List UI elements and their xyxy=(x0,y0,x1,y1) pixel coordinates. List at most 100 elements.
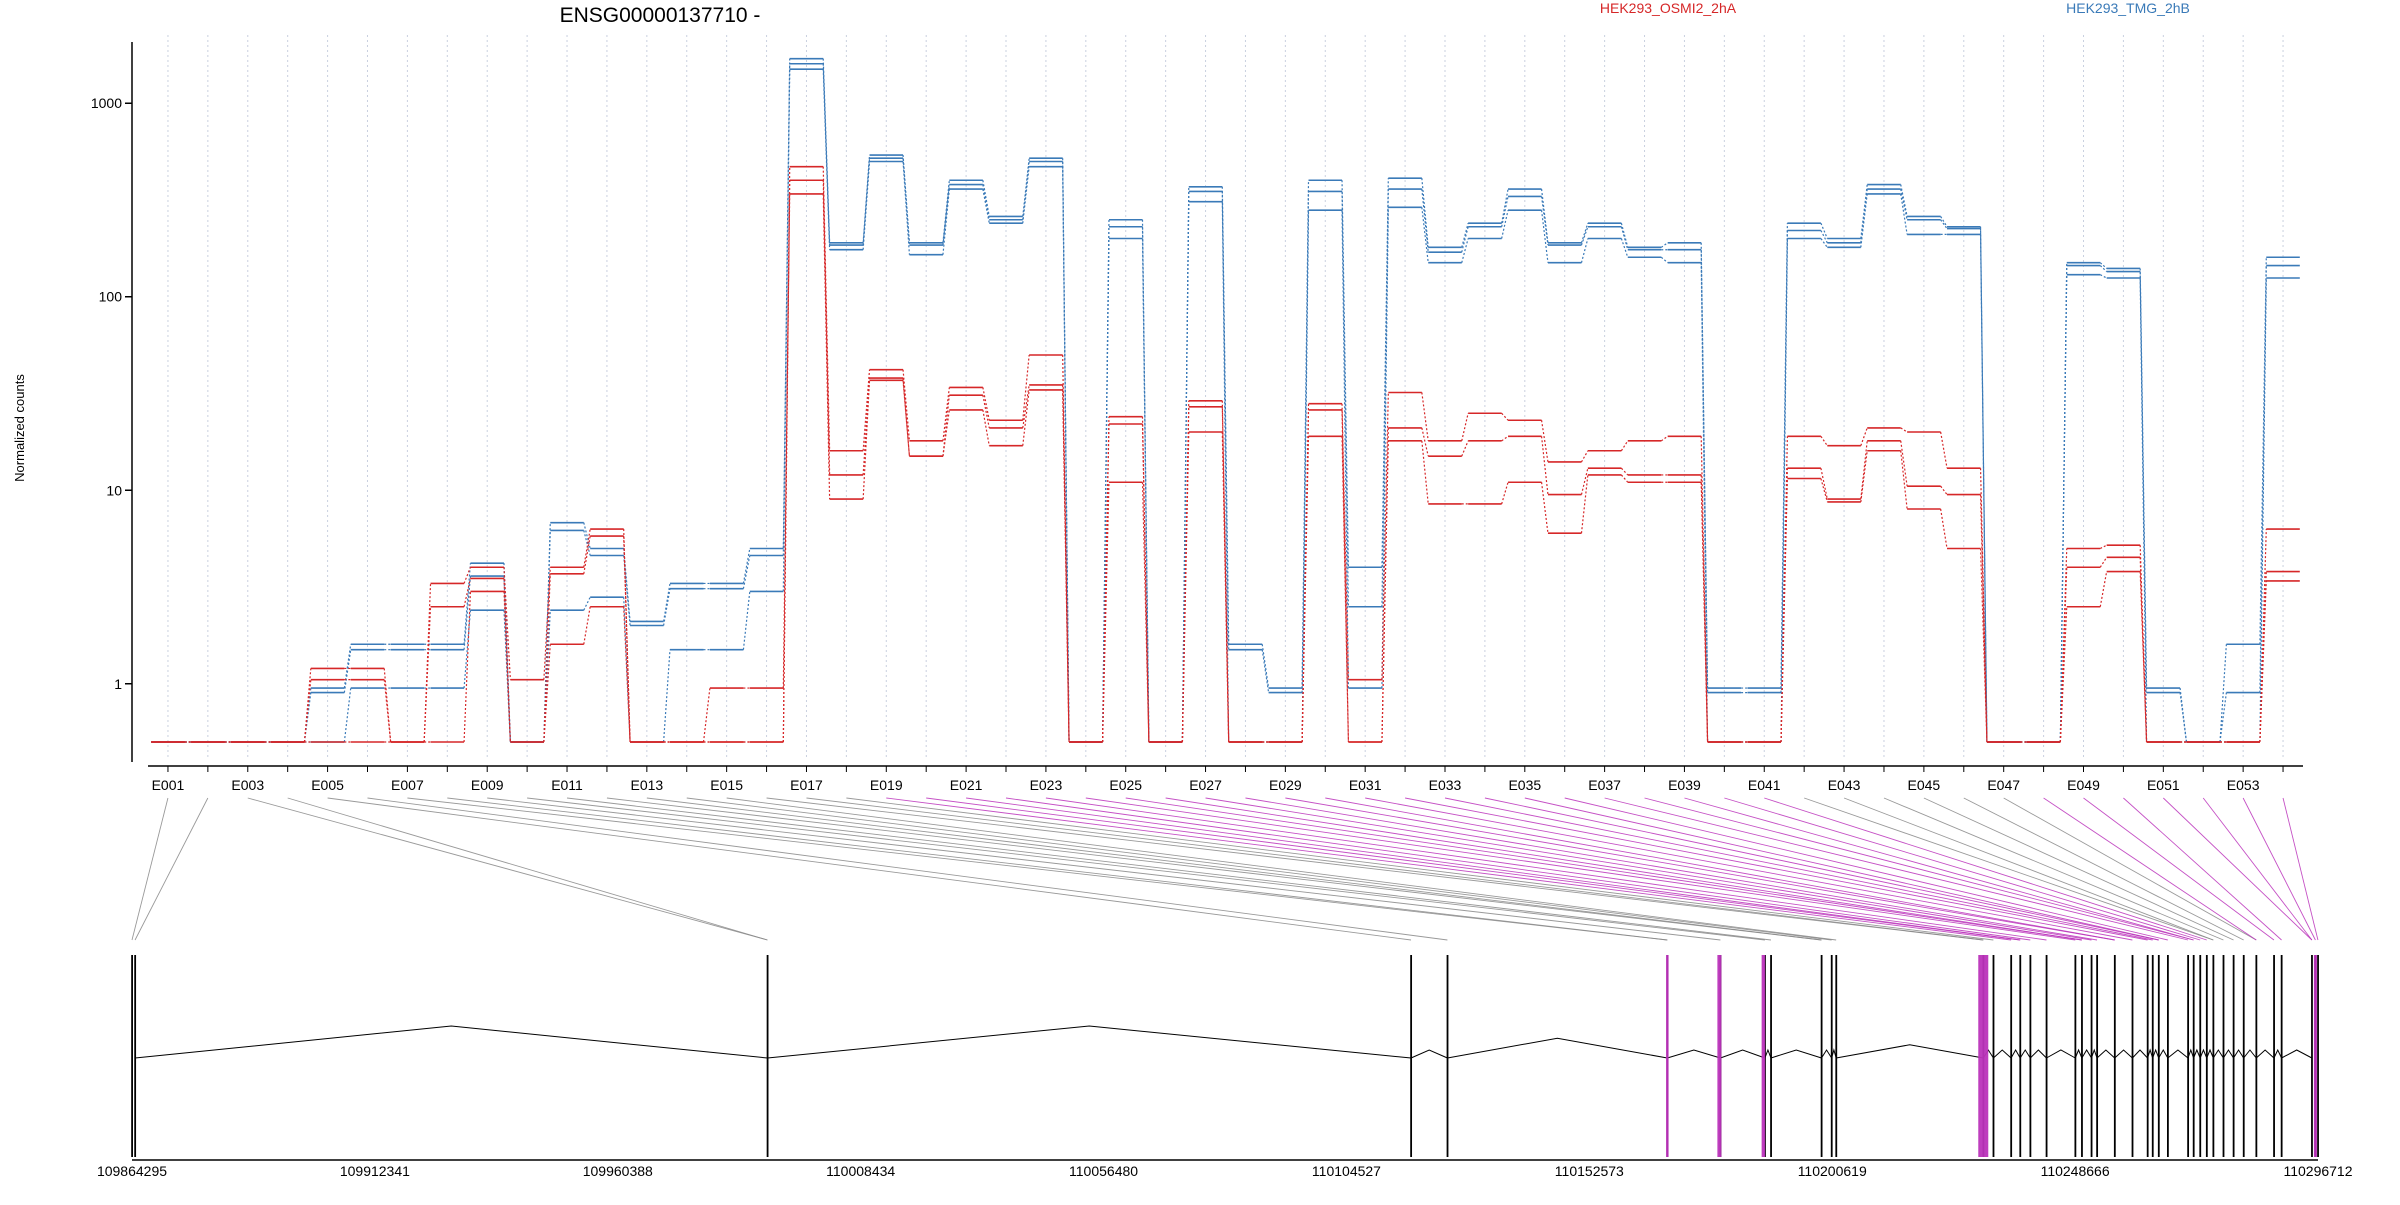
connector-e008 xyxy=(463,576,472,650)
x-tick-label-e005: E005 xyxy=(311,777,344,793)
gene-tick-label-110056480: 110056480 xyxy=(1069,1163,1138,1179)
x-tick-label-e001: E001 xyxy=(152,777,185,793)
y-tick-label-100: 100 xyxy=(99,289,123,305)
connector-e017 xyxy=(822,166,831,451)
intron-39 xyxy=(2281,1049,2313,1059)
connector-e019 xyxy=(886,797,2012,941)
connector-e026 xyxy=(1181,431,1190,743)
connector-e025 xyxy=(1141,219,1150,743)
connector-e021 xyxy=(982,188,990,224)
intron-30 xyxy=(2193,1048,2201,1059)
exon-box-17 xyxy=(2029,955,2032,1157)
x-tick-label-e021: E021 xyxy=(950,777,983,793)
connector-e053 xyxy=(2259,277,2267,743)
connector-e009 xyxy=(503,567,511,680)
connector-e018 xyxy=(862,378,871,475)
connector-e026 xyxy=(1165,797,2082,941)
connector-e007 xyxy=(423,583,432,743)
intron-9 xyxy=(1770,1049,1822,1059)
intron-22 xyxy=(2096,1049,2116,1059)
highlight-region-5 xyxy=(2313,955,2317,1157)
connector-e010 xyxy=(527,797,1765,941)
connector-e034 xyxy=(1501,210,1509,239)
connector-e044 xyxy=(1883,797,2224,941)
connector-e033 xyxy=(1461,413,1469,441)
connector-e043 xyxy=(1860,450,1868,503)
x-tick-label-e049: E049 xyxy=(2067,777,2100,793)
x-tick-label-e039: E039 xyxy=(1668,777,1701,793)
connector-e052 xyxy=(2202,797,2313,941)
y-axis-label: Normalized counts xyxy=(12,374,27,482)
exon-box-1 xyxy=(131,955,133,1157)
connector-e045 xyxy=(1940,508,1948,549)
x-tick-label-e011: E011 xyxy=(551,777,583,793)
connector-e017 xyxy=(806,797,1984,941)
connector-e050 xyxy=(2123,797,2282,941)
connector-e032 xyxy=(1421,178,1429,248)
connector-e016 xyxy=(782,69,791,592)
exon-box-34 xyxy=(2222,955,2225,1157)
x-tick-label-e025: E025 xyxy=(1109,777,1142,793)
connector-e032 xyxy=(1421,392,1429,441)
x-tick-label-e035: E035 xyxy=(1508,777,1541,793)
connector-e034 xyxy=(1484,797,2159,941)
connector-e051 xyxy=(2163,797,2313,941)
connector-e038 xyxy=(1660,435,1669,442)
exon-box-12 xyxy=(1835,955,1838,1157)
connector-e003 xyxy=(247,797,768,941)
intron-26 xyxy=(2152,1048,2160,1059)
gene-model: 109864295 109912341 109960388 110008434 1100… xyxy=(97,955,2353,1179)
connector-e011 xyxy=(583,528,591,568)
connector-e005 xyxy=(327,797,1412,941)
connector-e030 xyxy=(1341,436,1350,743)
connector-e050 xyxy=(2139,277,2148,743)
exon-box-3 xyxy=(766,955,769,1157)
intron-36 xyxy=(2243,1049,2257,1059)
connector-e035 xyxy=(1540,420,1549,463)
exon-box-30 xyxy=(2192,955,2195,1157)
highlight-region-3 xyxy=(1761,955,1766,1157)
intron-7 xyxy=(1720,1049,1766,1059)
connector-e036 xyxy=(1580,238,1589,263)
connector-e040 xyxy=(1724,797,2201,941)
exon-box-9 xyxy=(1770,955,1772,1157)
legend-label-osmi2: HEK293_OSMI2_2hA xyxy=(1600,0,1737,16)
connector-e028 xyxy=(1245,797,2098,941)
connector-e021 xyxy=(966,797,2021,941)
connector-e048 xyxy=(2043,797,2257,941)
intron-2 xyxy=(135,1025,768,1059)
exon-box-19 xyxy=(2074,955,2077,1157)
connector-e044 xyxy=(1900,193,1908,235)
connector-e036 xyxy=(1564,797,2168,941)
gene-tick-label-110104527: 110104527 xyxy=(1312,1163,1381,1179)
exon-box-40 xyxy=(2311,955,2313,1157)
connector-e026 xyxy=(1181,400,1190,743)
connector-e014 xyxy=(686,797,1832,941)
connector-e046 xyxy=(1979,228,1988,743)
connector-e017 xyxy=(822,193,831,500)
exon-box-22 xyxy=(2096,955,2099,1157)
series-tmg-2 xyxy=(151,68,2300,743)
connector-e041 xyxy=(1764,797,2207,941)
exon-box-37 xyxy=(2255,955,2258,1157)
intron-14 xyxy=(1993,1049,2012,1059)
connector-e011 xyxy=(583,530,591,556)
connector-e032 xyxy=(1421,189,1429,253)
connector-e006 xyxy=(367,797,1448,941)
connector-e038 xyxy=(1660,242,1669,248)
highlight-region-2 xyxy=(1717,955,1722,1157)
connector-e034 xyxy=(1501,435,1509,442)
connector-e027 xyxy=(1221,191,1230,650)
connector-e009 xyxy=(503,591,511,743)
connector-e035 xyxy=(1540,436,1549,495)
connector-e037 xyxy=(1620,440,1629,452)
connector-e015 xyxy=(742,591,751,650)
connector-e053 xyxy=(2259,265,2267,693)
x-tick-label-e043: E043 xyxy=(1828,777,1861,793)
connector-e008 xyxy=(447,797,1668,941)
x-tick-label-e013: E013 xyxy=(630,777,663,793)
connector-e033 xyxy=(1461,440,1469,457)
connector-e019 xyxy=(902,161,911,255)
